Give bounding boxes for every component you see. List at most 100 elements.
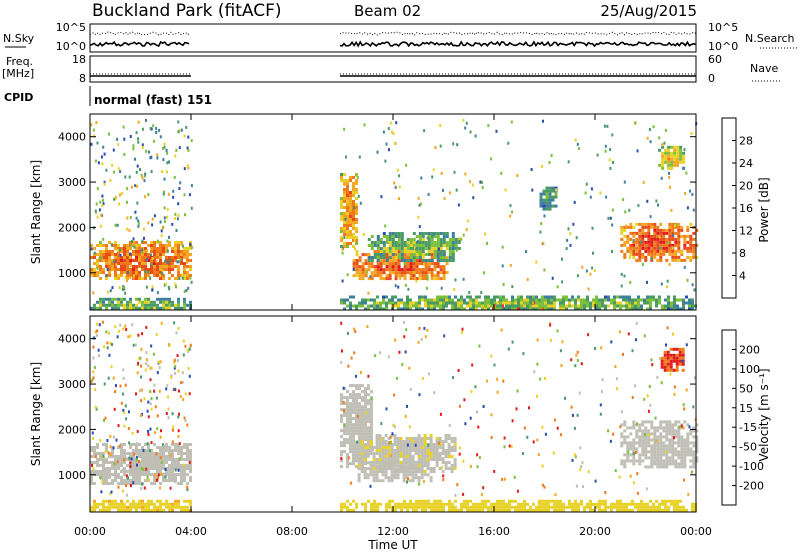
velocity-cell	[180, 505, 183, 509]
power-cell	[119, 170, 122, 173]
velocity-cell	[408, 479, 412, 483]
velocity-cell	[393, 452, 397, 455]
power-cell	[143, 195, 146, 199]
power-cell	[159, 135, 162, 139]
velocity-cell	[659, 426, 663, 430]
velocity-cell	[481, 499, 484, 503]
velocity-cell	[402, 449, 406, 452]
power-cell	[370, 274, 374, 278]
power-cell	[436, 235, 440, 238]
velocity-cell	[128, 441, 131, 445]
power-cell	[451, 247, 455, 250]
power-cell	[439, 144, 442, 148]
velocity-cell	[111, 455, 114, 458]
velocity-cell	[426, 455, 430, 458]
power-cell	[144, 247, 147, 250]
power-cell	[538, 301, 541, 305]
power-cell	[551, 186, 555, 190]
power-cell	[418, 259, 422, 263]
power-cell	[430, 247, 434, 250]
velocity-cell	[547, 505, 550, 509]
power-cell	[437, 240, 440, 244]
velocity-cell	[349, 432, 352, 436]
power-cell	[174, 253, 177, 256]
power-cell	[554, 195, 558, 199]
velocity-cell	[535, 508, 538, 512]
power-cell	[427, 244, 431, 247]
velocity-cell	[387, 479, 391, 483]
velocity-cell	[623, 465, 627, 469]
power-cell	[180, 241, 183, 244]
velocity-cell	[647, 438, 651, 442]
velocity-cell	[117, 446, 120, 449]
velocity-cell	[616, 502, 619, 506]
velocity-cell	[629, 426, 633, 430]
velocity-cell	[369, 443, 373, 446]
power-cell	[406, 250, 410, 253]
power-cell	[430, 277, 434, 281]
velocity-cell	[396, 464, 400, 468]
power-cell	[442, 295, 445, 299]
velocity-cell	[122, 368, 125, 372]
power-cell	[417, 215, 420, 219]
power-cell	[156, 268, 159, 271]
power-cell	[135, 297, 138, 301]
power-cell	[664, 128, 667, 132]
power-cell	[117, 303, 120, 307]
velocity-cell	[105, 505, 108, 509]
velocity-cell	[104, 449, 107, 453]
velocity-cell	[642, 449, 645, 453]
velocity-cell	[632, 423, 636, 427]
velocity-cell	[656, 429, 660, 433]
velocity-cell	[141, 508, 144, 512]
power-cell	[611, 223, 614, 227]
power-cell	[641, 255, 645, 259]
power-cell	[688, 304, 691, 308]
power-cell	[90, 247, 93, 251]
velocity-cell	[420, 446, 424, 449]
velocity-cell	[342, 409, 345, 413]
velocity-cell	[120, 470, 123, 473]
power-cell	[159, 297, 162, 301]
power-cell	[538, 307, 541, 311]
velocity-cell	[93, 502, 96, 506]
velocity-cell	[358, 423, 361, 427]
power-cell	[638, 222, 642, 226]
power-cell	[126, 265, 129, 268]
power-cell	[427, 298, 430, 302]
power-cell	[190, 206, 193, 210]
power-cell	[505, 298, 508, 302]
power-cell	[568, 304, 571, 308]
velocity-cell	[503, 477, 506, 481]
velocity-cell	[393, 458, 397, 461]
velocity-cell	[412, 508, 415, 512]
velocity-cell	[104, 416, 107, 420]
velocity-cell	[409, 502, 412, 506]
power-cell	[93, 268, 96, 271]
velocity-cell	[622, 505, 625, 509]
power-cell	[424, 295, 427, 299]
velocity-cell	[369, 452, 373, 455]
power-cell	[355, 271, 359, 275]
power-cell	[641, 229, 644, 233]
power-cell	[641, 246, 645, 250]
velocity-cell	[671, 456, 675, 460]
velocity-cell	[92, 356, 95, 360]
velocity-cell	[174, 505, 177, 509]
velocity-cell	[121, 468, 124, 472]
velocity-cell	[172, 425, 175, 429]
velocity-cell	[423, 452, 427, 455]
power-cell	[382, 244, 386, 247]
velocity-cell	[668, 432, 672, 436]
velocity-cell	[644, 450, 648, 454]
velocity-cell	[156, 464, 159, 467]
velocity-cell	[384, 458, 388, 461]
power-cell	[153, 214, 156, 218]
velocity-cell	[573, 426, 576, 430]
velocity-cell	[105, 476, 108, 479]
velocity-cell	[447, 452, 451, 455]
velocity-cell	[174, 364, 177, 368]
freq-traces	[90, 73, 696, 77]
velocity-cell	[364, 435, 367, 439]
beam-label: Beam 02	[354, 2, 421, 20]
